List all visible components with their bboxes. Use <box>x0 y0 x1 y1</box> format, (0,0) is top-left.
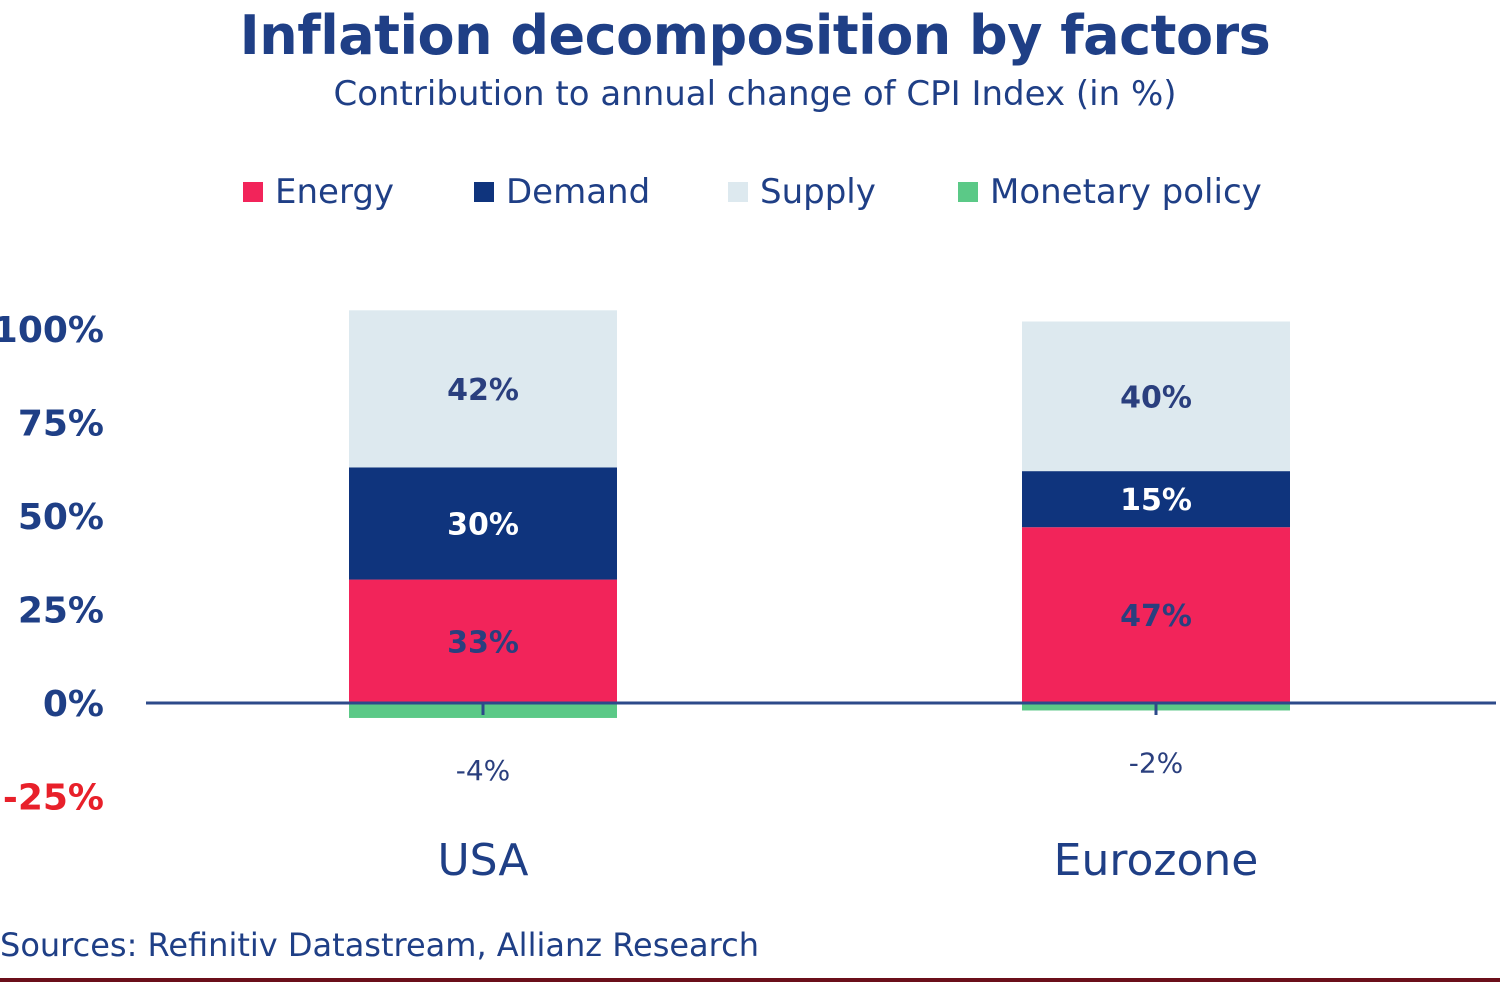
data-labels: 33% 30% 42% -4% 47% 15% 40% -2% <box>447 373 1192 787</box>
data-label-eurozone-demand: 15% <box>1120 483 1192 518</box>
x-tick-label: Eurozone <box>1054 835 1259 886</box>
bars <box>349 310 1290 718</box>
legend-item-demand: Demand <box>474 172 650 212</box>
bar-eurozone-supply <box>1022 321 1290 472</box>
y-tick-label: 75% <box>18 404 104 445</box>
y-tick-label: 50% <box>18 497 104 538</box>
legend-swatch-monetary-policy <box>958 182 978 202</box>
chart-title: Inflation decomposition by factors <box>239 4 1271 67</box>
y-tick-label: 25% <box>18 591 104 632</box>
legend-label-demand: Demand <box>506 172 651 212</box>
data-label-eurozone-monetary-policy: -2% <box>1129 746 1184 779</box>
y-tick-label: -25% <box>3 778 104 819</box>
data-label-usa-energy: 33% <box>447 625 519 660</box>
bar-eurozone-energy <box>1022 527 1290 703</box>
legend-swatch-demand <box>474 182 494 202</box>
x-axis: USA Eurozone <box>437 835 1258 886</box>
legend-item-supply: Supply <box>728 172 876 212</box>
data-label-eurozone-supply: 40% <box>1120 380 1192 415</box>
data-label-eurozone-energy: 47% <box>1120 599 1192 634</box>
legend-label-monetary-policy: Monetary policy <box>990 172 1262 212</box>
data-label-usa-supply: 42% <box>447 373 519 408</box>
bar-usa-energy <box>349 579 617 703</box>
x-tick-label: USA <box>437 835 528 886</box>
y-tick-label: 100% <box>0 310 104 351</box>
bar-eurozone-demand <box>1022 471 1290 528</box>
legend-item-energy: Energy <box>243 172 394 212</box>
legend-label-supply: Supply <box>760 172 876 212</box>
chart-subtitle: Contribution to annual change of CPI Ind… <box>333 74 1177 114</box>
source-note: Sources: Refinitiv Datastream, Allianz R… <box>0 926 759 964</box>
y-tick-label: 0% <box>43 684 104 725</box>
bottom-rule <box>0 978 1500 982</box>
bar-usa-demand <box>349 467 617 580</box>
data-label-usa-monetary-policy: -4% <box>456 754 511 787</box>
legend: Energy Demand Supply Monetary policy <box>0 172 1500 216</box>
y-axis: 100% 75% 50% 25% 0% -25% <box>0 310 104 819</box>
legend-label-energy: Energy <box>275 172 395 212</box>
bar-usa-supply <box>349 310 617 468</box>
legend-swatch-supply <box>728 182 748 202</box>
legend-swatch-energy <box>243 182 263 202</box>
legend-item-monetary-policy: Monetary policy <box>958 172 1262 212</box>
category-tick-marks <box>481 703 1158 715</box>
data-label-usa-demand: 30% <box>447 507 519 542</box>
